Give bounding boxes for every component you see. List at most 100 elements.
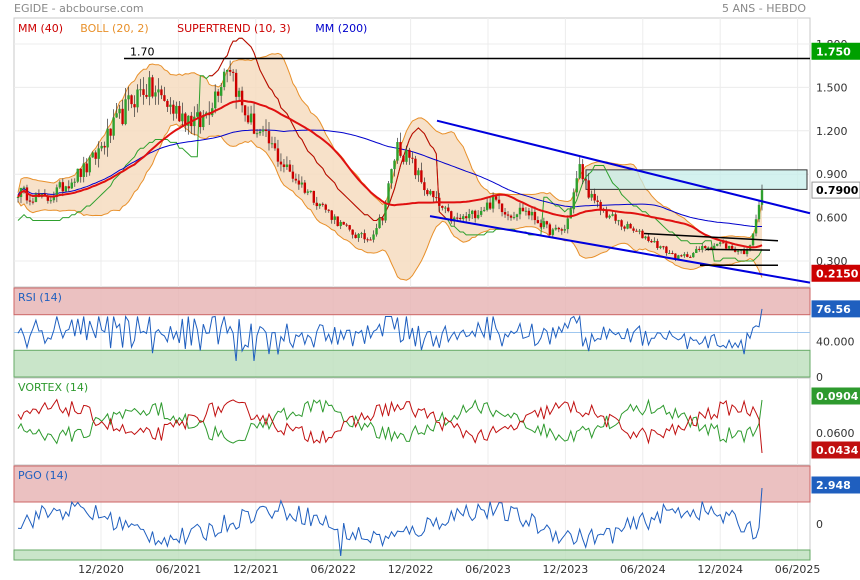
candle-body — [154, 92, 157, 97]
candle-body — [715, 243, 719, 246]
candle-body — [387, 183, 390, 203]
candle-body — [736, 250, 740, 252]
candle-body — [632, 228, 635, 231]
x-tick-label: 06/2022 — [310, 563, 356, 576]
candle-body — [548, 224, 552, 235]
candle-body — [100, 145, 103, 149]
candle-body — [569, 209, 572, 219]
candle-body — [333, 216, 336, 220]
candle-body — [497, 199, 501, 204]
candle-body — [470, 210, 474, 215]
candle-body — [650, 240, 653, 243]
candle-body — [58, 182, 62, 188]
candle-body — [363, 233, 366, 240]
candle-body — [593, 193, 596, 201]
vortex-badge-plus-bg — [811, 387, 860, 405]
pgo-badge: 2.948 — [816, 479, 851, 492]
candle-body — [408, 149, 411, 158]
candle-body — [724, 243, 728, 249]
candle-body — [133, 104, 136, 108]
candle-body — [70, 182, 73, 189]
candle-body — [677, 255, 680, 260]
candle-body — [473, 210, 477, 219]
candle-body — [695, 248, 698, 253]
candle-body — [378, 217, 381, 229]
candle-body — [605, 209, 608, 218]
price-badge-2-bg — [811, 264, 860, 282]
candle-body — [423, 182, 426, 191]
candle-body — [216, 91, 220, 96]
candle-body — [249, 113, 253, 123]
candle-body — [727, 245, 731, 249]
candle-body — [730, 245, 734, 249]
candle-body — [237, 90, 241, 97]
candle-body — [551, 229, 555, 235]
panel-frame-2 — [13, 377, 811, 466]
candle-body — [476, 214, 480, 219]
candle-body — [754, 219, 758, 234]
candle-body — [429, 190, 432, 195]
candle-body — [467, 214, 471, 219]
wedge-mid-line — [705, 248, 771, 251]
candle-body — [683, 254, 686, 256]
price-badge-1: 0.7900 — [816, 184, 859, 197]
candle-body — [617, 220, 620, 222]
legend-item: SUPERTREND (10, 3) — [177, 22, 291, 35]
candle-body — [500, 203, 504, 213]
candle-body — [554, 227, 558, 230]
candle-body — [34, 193, 38, 202]
price-badge-1-bg — [811, 181, 860, 199]
candle-body — [193, 116, 196, 127]
candle-body — [707, 247, 710, 249]
candle-body — [175, 105, 178, 114]
price-y-tick: 0.900 — [816, 168, 848, 181]
candle-body — [491, 196, 495, 209]
candle-body — [348, 225, 351, 230]
candle-body — [169, 104, 172, 107]
candle-body — [653, 240, 656, 243]
candle-body — [444, 207, 447, 209]
candle-body — [291, 171, 295, 179]
candle-body — [623, 226, 626, 229]
vortex-plus-line — [17, 398, 763, 445]
candle-body — [300, 182, 304, 185]
candle-body — [680, 255, 683, 257]
candle-body — [106, 128, 109, 148]
rsi-y-tick: 0 — [816, 371, 823, 384]
candle-body — [115, 113, 118, 118]
candle-body — [336, 216, 339, 227]
candle-body — [399, 142, 402, 156]
pgo-legend: PGO (14) — [18, 469, 68, 482]
rsi-oversold-zone — [13, 349, 811, 378]
candle-body — [545, 221, 549, 225]
candle-body — [222, 71, 226, 88]
candle-body — [712, 245, 716, 249]
candle-body — [148, 77, 151, 97]
candle-body — [234, 72, 238, 97]
candle-body — [635, 230, 638, 232]
candle-body — [142, 89, 145, 95]
vortex-legend: VORTEX (14) — [18, 381, 88, 394]
candle-body — [620, 220, 623, 227]
x-tick-label: 12/2024 — [697, 563, 743, 576]
candle-body — [757, 204, 761, 220]
candle-body — [563, 229, 566, 231]
candle-body — [441, 205, 444, 208]
candle-body — [61, 182, 65, 192]
candle-body — [539, 223, 543, 228]
candle-body — [255, 133, 259, 135]
candle-body — [240, 90, 244, 106]
price-badge-0-bg — [811, 42, 860, 60]
candle-body — [130, 95, 133, 105]
candle-body — [145, 94, 148, 97]
candle-body — [76, 168, 79, 182]
candle-body — [701, 246, 704, 250]
candle-body — [294, 178, 298, 181]
vortex-badge-minus-bg — [811, 441, 860, 459]
candle-body — [321, 203, 324, 205]
candle-body — [46, 196, 50, 201]
candle-body — [518, 207, 522, 215]
candle-body — [243, 105, 247, 116]
candle-body — [710, 247, 713, 249]
candle-body — [512, 217, 516, 219]
